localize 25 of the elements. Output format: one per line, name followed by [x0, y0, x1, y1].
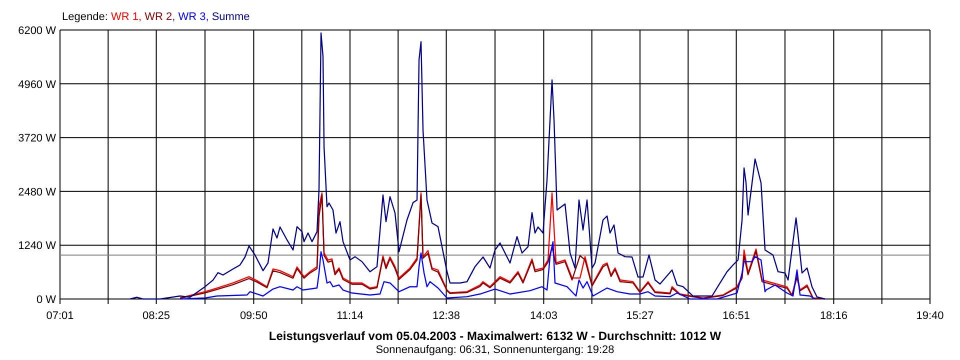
- y-tick-label: 6200 W: [18, 25, 57, 37]
- x-tick-label: 12:38: [432, 310, 460, 322]
- y-tick-label: 2480 W: [18, 186, 57, 198]
- y-tick-label: 0 W: [36, 294, 57, 306]
- x-tick-label: 11:14: [336, 310, 364, 322]
- x-tick-label: 16:51: [722, 310, 750, 322]
- x-tick-label: 14:03: [530, 310, 558, 322]
- text: Leistungsverlauf vom 05.04.2003 - Maximalwert: 6132 W - Durchschnitt: 1012 W: [268, 329, 722, 343]
- text: Sonnenaufgang: 06:31, Sonnenuntergang: 19:28: [376, 344, 614, 356]
- line-series: [129, 32, 826, 300]
- legend-title: Legende:: [62, 11, 111, 23]
- x-tick-label: 15:27: [626, 310, 654, 322]
- text: WR 2,: [144, 11, 178, 23]
- x-tick-label: 18:16: [820, 310, 848, 322]
- text: Summe: [212, 11, 250, 23]
- line-series: [179, 241, 816, 300]
- text: WR 1,: [110, 11, 145, 23]
- x-tick-label: 07:01: [46, 310, 74, 322]
- y-tick-label: 3720 W: [18, 132, 57, 145]
- y-tick-label: 1240 W: [18, 240, 57, 252]
- x-tick-label: 19:40: [916, 310, 944, 322]
- y-tick-label: 4960 W: [18, 78, 57, 91]
- x-tick-label: 08:25: [142, 310, 170, 322]
- text: WR 3,: [178, 11, 212, 23]
- x-tick-label: 09:50: [240, 310, 268, 322]
